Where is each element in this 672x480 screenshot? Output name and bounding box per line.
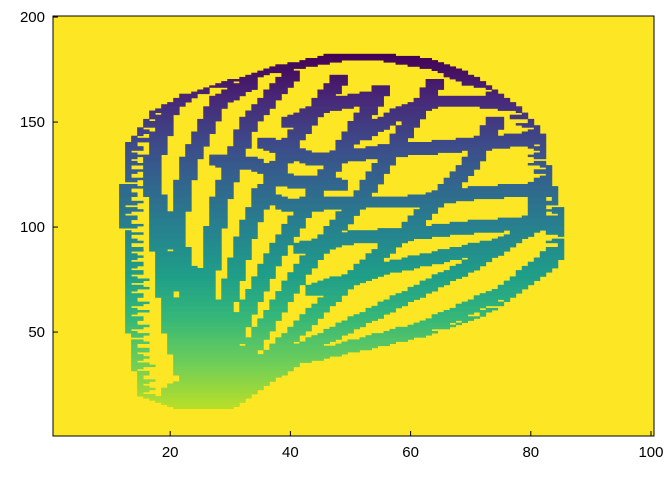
heatmap-cell bbox=[257, 138, 275, 141]
y-tick-label: 200 bbox=[20, 9, 45, 26]
heatmap-cell bbox=[552, 239, 564, 242]
heatmap-cell bbox=[486, 308, 498, 311]
heatmap-cell bbox=[137, 127, 143, 130]
heatmap-cell bbox=[137, 371, 149, 374]
x-tick-label: 80 bbox=[522, 444, 539, 461]
heatmap-cell bbox=[131, 339, 143, 342]
x-tick-label: 40 bbox=[282, 444, 299, 461]
y-tick-label: 150 bbox=[20, 114, 45, 131]
y-tick-label: 50 bbox=[28, 324, 45, 341]
heatmap-cell bbox=[323, 54, 396, 57]
x-tick-label: 100 bbox=[638, 444, 663, 461]
heatmap-cell bbox=[125, 230, 131, 233]
heatmap-cell bbox=[143, 119, 149, 122]
y-axis: 50 100 150 200 bbox=[20, 9, 58, 341]
heatmap-cell bbox=[522, 113, 528, 116]
x-tick-label: 60 bbox=[402, 444, 419, 461]
heatmap-cell bbox=[203, 87, 209, 90]
heatmap-cell bbox=[492, 90, 498, 93]
y-tick-label: 100 bbox=[20, 219, 45, 236]
x-tick-label: 20 bbox=[162, 444, 179, 461]
heatmap-cell bbox=[329, 75, 347, 78]
heatmap-cell bbox=[372, 85, 390, 88]
heatmap-cell bbox=[486, 117, 504, 120]
heatmap-cell bbox=[456, 323, 462, 326]
heatmap-cell bbox=[528, 119, 534, 122]
heatmap-cell bbox=[426, 79, 444, 82]
heatmap-cell bbox=[552, 207, 564, 210]
heatmap-cell bbox=[534, 161, 546, 164]
heatmap-cell bbox=[131, 136, 137, 139]
heatmap-cell bbox=[119, 184, 137, 187]
